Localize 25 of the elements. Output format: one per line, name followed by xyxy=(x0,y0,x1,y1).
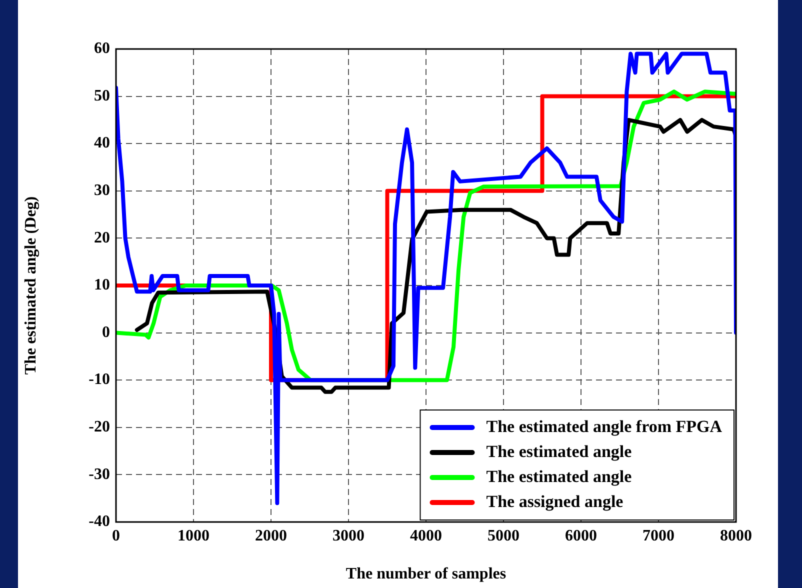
x-tick-label: 6000 xyxy=(565,528,597,545)
legend-label: The estimated angle xyxy=(486,466,632,486)
x-tick-label: 2000 xyxy=(255,528,287,545)
x-tick-label: 1000 xyxy=(178,528,210,545)
x-tick-label: 4000 xyxy=(410,528,442,545)
legend-label: The assigned angle xyxy=(486,492,624,511)
y-tick-label: -20 xyxy=(88,418,110,436)
y-tick-label: 0 xyxy=(102,324,110,341)
legend-label: The estimated angle xyxy=(486,442,632,461)
y-tick-label: 10 xyxy=(94,276,110,294)
y-tick-label: -40 xyxy=(88,513,110,530)
y-tick-label: 40 xyxy=(94,134,110,152)
legend-label: The estimated angle from FPGA xyxy=(486,416,723,436)
y-tick-label: 50 xyxy=(94,87,110,104)
x-tick-label: 7000 xyxy=(642,528,674,545)
y-tick-label: 60 xyxy=(94,40,110,58)
y-tick-label: 20 xyxy=(94,229,110,246)
x-axis-title: The number of samples xyxy=(346,566,506,583)
y-axis-title: The estimated angle (Deg) xyxy=(22,196,40,375)
y-tick-label: -30 xyxy=(88,466,110,483)
x-tick-label: 3000 xyxy=(332,528,364,545)
y-tick-label: 30 xyxy=(94,182,110,200)
x-tick-label: 8000 xyxy=(720,528,752,545)
y-tick-label: -10 xyxy=(88,371,110,388)
x-tick-label: 5000 xyxy=(488,528,520,545)
